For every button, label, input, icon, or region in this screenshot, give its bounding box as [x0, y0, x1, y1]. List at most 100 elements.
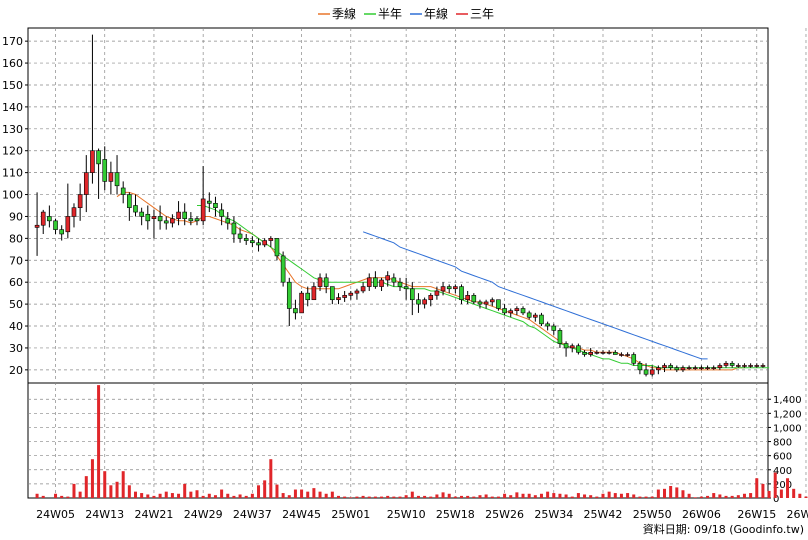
price-tick-label-10: 120 — [2, 145, 23, 158]
candle-57 — [385, 271, 390, 287]
candle-101 — [656, 365, 661, 375]
candle-18 — [145, 205, 151, 230]
candle-45 — [311, 282, 317, 301]
volume-bar-81 — [533, 495, 537, 498]
x-tick-label-0: 24W05 — [36, 508, 75, 521]
price-tick-label-0: 20 — [9, 364, 23, 377]
candle-22 — [170, 214, 175, 228]
x-tick-label-3: 24W29 — [184, 508, 223, 521]
volume-bar-54 — [367, 496, 371, 498]
volume-bar-77 — [509, 495, 513, 498]
volume-bar-63 — [423, 495, 427, 498]
volume-bar-112 — [724, 495, 728, 498]
grid-lines — [28, 28, 807, 498]
x-tick-label-12: 25W50 — [633, 508, 672, 521]
volume-bar-97 — [632, 494, 636, 498]
candle-58 — [391, 273, 397, 287]
volume-bar-12 — [109, 485, 113, 498]
volume-bar-83 — [546, 491, 550, 498]
volume-bar-15 — [127, 485, 131, 498]
volume-bar-85 — [558, 493, 562, 498]
candle-51 — [348, 290, 354, 300]
x-tick-label-13: 26W06 — [682, 508, 721, 521]
x-tick-label-8: 25W18 — [436, 508, 475, 521]
candle-112 — [723, 361, 729, 368]
candle-23 — [176, 201, 181, 226]
candle-66 — [440, 282, 446, 296]
candle-50 — [342, 290, 347, 302]
volume-bar-25 — [189, 491, 193, 498]
candle-95 — [619, 352, 624, 357]
volume-bar-38 — [269, 459, 273, 498]
volume-bar-120 — [773, 472, 777, 498]
volume-bar-91 — [595, 496, 599, 498]
price-tick-label-15: 170 — [2, 35, 23, 48]
candle-107 — [692, 365, 698, 370]
candle-84 — [551, 323, 557, 335]
volume-bar-7 — [78, 491, 82, 498]
candle-82 — [539, 312, 544, 327]
candle-4 — [59, 225, 64, 241]
candle-47 — [323, 273, 329, 294]
price-tick-label-9: 110 — [2, 167, 23, 180]
volume-bar-44 — [306, 491, 310, 498]
price-tick-label-13: 150 — [2, 79, 23, 92]
x-tick-label-11: 25W42 — [584, 508, 623, 521]
volume-bar-36 — [257, 485, 261, 498]
candle-30 — [219, 203, 224, 226]
volume-tick-label-2: 400 — [773, 466, 792, 477]
volume-bar-29 — [213, 495, 217, 498]
candle-21 — [163, 216, 169, 230]
candle-37 — [262, 238, 267, 248]
volume-bar-27 — [201, 495, 205, 498]
volume-bar-74 — [490, 496, 494, 498]
volume-bar-40 — [281, 493, 285, 498]
candle-89 — [582, 350, 587, 357]
volume-bar-70 — [466, 495, 470, 498]
volume-bar-8 — [84, 476, 88, 498]
candle-91 — [594, 350, 600, 355]
candle-70 — [465, 290, 470, 305]
candle-34 — [243, 233, 249, 245]
candle-117 — [754, 363, 760, 368]
candle-24 — [182, 203, 188, 226]
candle-87 — [569, 343, 575, 353]
candle-14 — [120, 181, 126, 204]
candle-106 — [686, 365, 692, 370]
legend-label-2: 年線 — [424, 6, 448, 21]
candle-10 — [96, 148, 101, 199]
volume-bar-102 — [663, 488, 667, 498]
price-tick-label-7: 90 — [9, 210, 23, 223]
volume-bar-57 — [386, 495, 390, 498]
candle-1 — [40, 209, 46, 234]
volume-bar-64 — [429, 496, 433, 498]
candle-96 — [625, 352, 630, 357]
candle-103 — [668, 363, 673, 370]
candle-6 — [71, 203, 77, 228]
candle-29 — [213, 196, 218, 217]
volume-bar-39 — [275, 484, 279, 498]
volume-bar-55 — [373, 496, 377, 498]
candle-13 — [114, 155, 120, 195]
candle-93 — [606, 350, 612, 355]
volume-bar-41 — [287, 495, 291, 498]
volume-bar-28 — [207, 493, 211, 498]
volume-bar-24 — [183, 483, 187, 498]
volume-bar-123 — [792, 488, 796, 498]
volume-bar-104 — [675, 487, 679, 498]
x-tick-label-15: 26W23 — [787, 508, 808, 521]
volume-bar-23 — [177, 493, 181, 498]
candle-20 — [157, 205, 163, 230]
volume-bar-46 — [318, 491, 322, 498]
price-tick-label-5: 70 — [9, 254, 23, 267]
volume-bar-106 — [687, 493, 691, 498]
candle-102 — [662, 363, 667, 373]
candle-78 — [514, 306, 520, 316]
candle-26 — [194, 216, 200, 226]
price-tick-label-14: 160 — [2, 57, 23, 70]
volume-bar-109 — [706, 495, 710, 498]
volume-bar-119 — [767, 490, 771, 498]
candle-116 — [748, 363, 753, 368]
volume-bar-19 — [152, 495, 156, 498]
volume-bar-11 — [103, 471, 107, 498]
